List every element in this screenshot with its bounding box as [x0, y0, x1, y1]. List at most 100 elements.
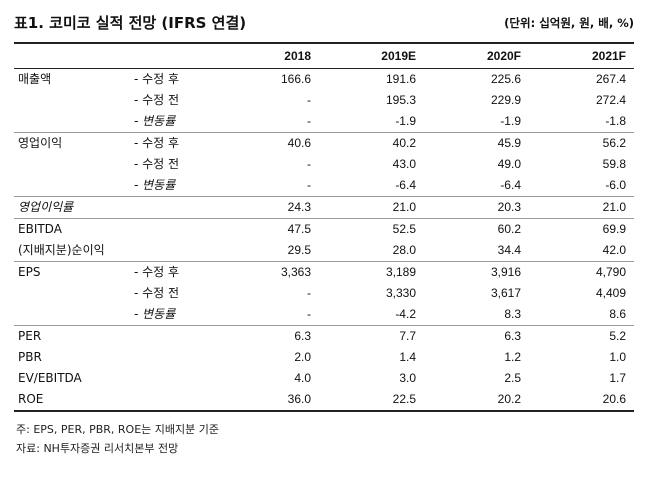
table-cell: 272.4	[595, 93, 626, 107]
table-cell: 2.0	[294, 350, 311, 364]
table-row: 영업이익 - 수정 후 40.6 40.2 45.9 56.2	[14, 132, 634, 154]
table-cell: 7.7	[319, 325, 424, 347]
table-row: - 수정 전 - 43.0 49.0 59.8	[14, 154, 634, 175]
table-cell: 49.0	[497, 157, 521, 171]
table-cell: 1.4	[399, 350, 416, 364]
table-row: - 변동률 - -1.9 -1.9 -1.8	[14, 111, 634, 133]
row-label	[14, 154, 122, 175]
table-cell: 42.0	[602, 243, 626, 257]
table-cell: -6.4	[395, 178, 416, 192]
header-row: 2018 2019E 2020F 2021F	[14, 42, 634, 69]
row-sublabel: - 변동률	[134, 178, 176, 192]
table-cell: -	[307, 157, 311, 171]
row-label: 매출액	[14, 68, 122, 90]
table-cell: 3,330	[385, 286, 416, 300]
table-row: ROE 36.0 22.5 20.2 20.6	[14, 389, 634, 412]
row-label: ROE	[14, 389, 122, 412]
table-row: EBITDA 47.5 52.5 60.2 69.9	[14, 218, 634, 240]
table-row: (지배지분)순이익 29.5 28.0 34.4 42.0	[14, 240, 634, 262]
row-label: EV/EBITDA	[18, 371, 82, 385]
table-cell: 20.3	[424, 196, 529, 219]
table-row: PER 6.3 7.7 6.3 5.2	[14, 325, 634, 347]
row-sublabel: - 수정 전	[134, 93, 180, 107]
table-cell: 3,189	[319, 261, 424, 283]
row-label: 영업이익률	[14, 196, 122, 219]
table-cell: 166.6	[214, 68, 319, 90]
table-cell: -	[307, 93, 311, 107]
table-cell: 1.7	[609, 371, 626, 385]
table-row: 영업이익률 24.3 21.0 20.3 21.0	[14, 196, 634, 219]
table-cell: 21.0	[529, 196, 634, 219]
table-cell: 3.0	[399, 371, 416, 385]
row-sublabel: - 수정 전	[134, 286, 180, 300]
table-cell: 40.2	[319, 132, 424, 154]
table-cell: 3,916	[424, 261, 529, 283]
table-row: - 변동률 - -6.4 -6.4 -6.0	[14, 175, 634, 197]
table-row: - 변동률 - -4.2 8.3 8.6	[14, 304, 634, 326]
row-label: 영업이익	[14, 132, 122, 154]
row-sublabel: - 수정 후	[122, 132, 214, 154]
table-cell: 4,409	[595, 286, 626, 300]
row-label	[14, 304, 122, 326]
table-cell: 47.5	[214, 218, 319, 240]
table-row: - 수정 전 - 3,330 3,617 4,409	[14, 283, 634, 304]
row-sublabel: - 수정 후	[122, 68, 214, 90]
row-sublabel	[122, 218, 214, 240]
table-cell: 2.5	[504, 371, 521, 385]
forecast-table: 2018 2019E 2020F 2021F 매출액 - 수정 후 166.6 191…	[14, 42, 634, 412]
table-row: - 수정 전 - 195.3 229.9 272.4	[14, 90, 634, 111]
table-cell: 22.5	[319, 389, 424, 412]
table-cell: 1.0	[609, 350, 626, 364]
table-row: PBR 2.0 1.4 1.2 1.0	[14, 347, 634, 368]
row-sublabel: - 수정 전	[134, 157, 180, 171]
column-header: 2021F	[529, 42, 634, 69]
table-cell: -1.9	[500, 114, 521, 128]
table-cell: 43.0	[392, 157, 416, 171]
source-note: 자료: NH투자증권 리서치본부 전망	[16, 442, 179, 455]
row-sublabel: - 변동률	[134, 307, 176, 321]
row-sublabel: - 변동률	[134, 114, 176, 128]
column-header: 2020F	[424, 42, 529, 69]
row-label: (지배지분)순이익	[18, 243, 105, 257]
row-label	[14, 111, 122, 133]
row-label	[14, 175, 122, 197]
table-cell: 229.9	[490, 93, 521, 107]
table-row: EPS - 수정 후 3,363 3,189 3,916 4,790	[14, 261, 634, 283]
footnote: 주: EPS, PER, PBR, ROE는 지배지분 기준	[16, 423, 220, 436]
table-cell: 8.6	[609, 307, 626, 321]
table-cell: 24.3	[214, 196, 319, 219]
table-cell: 3,363	[214, 261, 319, 283]
column-header: 2018	[214, 42, 319, 69]
header-blank	[14, 42, 122, 69]
row-sublabel	[122, 389, 214, 412]
table-cell: -	[307, 114, 311, 128]
table-cell: 6.3	[424, 325, 529, 347]
table-title: 표1. 코미코 실적 전망 (IFRS 연결)	[14, 14, 247, 32]
table-cell: 34.4	[497, 243, 521, 257]
table-cell: 52.5	[319, 218, 424, 240]
table-cell: 267.4	[529, 68, 634, 90]
row-sublabel	[122, 347, 214, 368]
row-label: EPS	[14, 261, 122, 283]
row-label	[14, 283, 122, 304]
table-cell: -6.4	[500, 178, 521, 192]
table-cell: -1.9	[395, 114, 416, 128]
row-label: EBITDA	[14, 218, 122, 240]
table-cell: 36.0	[214, 389, 319, 412]
row-sublabel: - 수정 후	[122, 261, 214, 283]
table-cell: 60.2	[424, 218, 529, 240]
table-cell: 28.0	[392, 243, 416, 257]
table-cell: 5.2	[529, 325, 634, 347]
table-cell: 3,617	[490, 286, 521, 300]
header-blank-sub	[122, 42, 214, 69]
table-cell: 225.6	[424, 68, 529, 90]
table-cell: 1.2	[504, 350, 521, 364]
row-label	[14, 90, 122, 111]
table-cell: 6.3	[214, 325, 319, 347]
table-cell: -	[307, 286, 311, 300]
table-cell: -4.2	[395, 307, 416, 321]
table-cell: 191.6	[319, 68, 424, 90]
table-cell: 69.9	[529, 218, 634, 240]
table-cell: 40.6	[214, 132, 319, 154]
